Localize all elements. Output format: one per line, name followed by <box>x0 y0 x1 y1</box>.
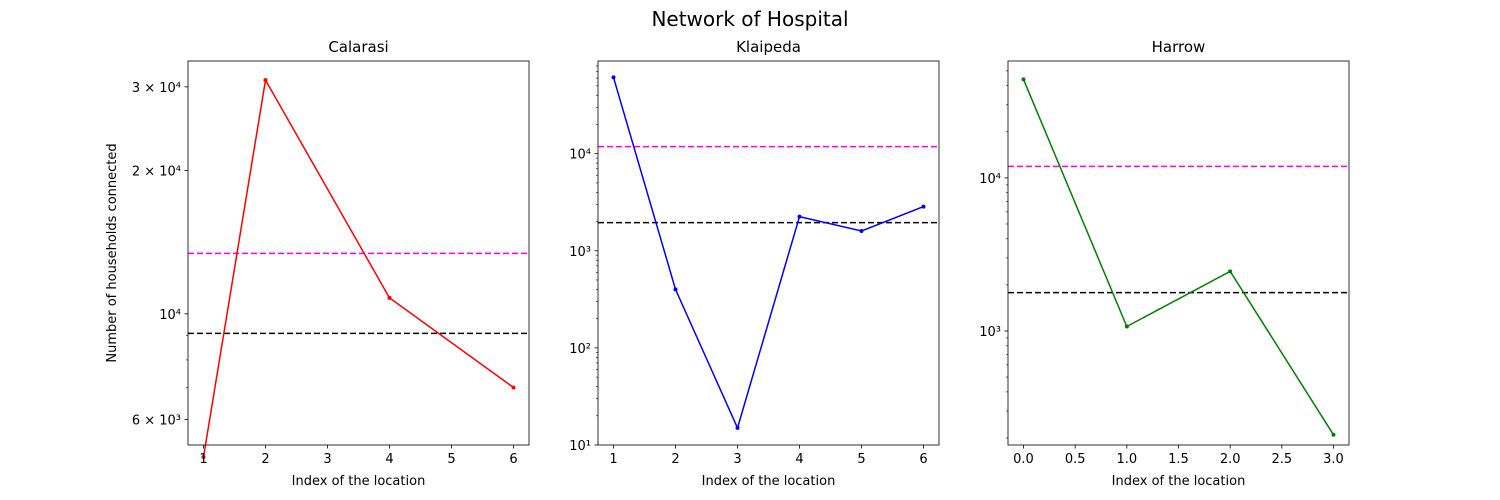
x-tick-label: 0.0 <box>1013 452 1034 467</box>
panel-2: 1 2 3 4 5 6 10¹ 10² 10³ 10⁴ Klaipeda Index of the l… <box>569 38 940 489</box>
data-point <box>673 287 678 292</box>
y-tick-label: 6 × 10³ <box>132 413 181 428</box>
y-tick-label: 10⁴ <box>979 172 1001 187</box>
x-axis-label: Index of the location <box>292 474 426 489</box>
y-tick-label: 10³ <box>979 325 1001 340</box>
y-tick-label: 10³ <box>569 245 591 260</box>
data-point <box>611 75 616 80</box>
data-point <box>1124 324 1129 329</box>
series-line <box>612 77 924 431</box>
x-tick-label: 4 <box>385 452 393 467</box>
data-point <box>921 204 926 209</box>
panels: 1 2 3 4 5 6 6 × 10³ 10⁴ 2 × 10⁴ 3 × 10⁴ Calarasi In… <box>105 38 1350 489</box>
y-tick-label: 10⁴ <box>159 308 181 323</box>
panel-title: Calarasi <box>328 38 388 56</box>
data-point <box>387 295 392 300</box>
series-line <box>202 77 514 458</box>
x-axis-label: Index of the location <box>702 474 836 489</box>
data-point <box>1331 432 1336 437</box>
panel-1: 1 2 3 4 5 6 6 × 10³ 10⁴ 2 × 10⁴ 3 × 10⁴ Calarasi In… <box>105 38 530 489</box>
x-tick-label: 6 <box>919 452 927 467</box>
x-tick-label: 3 <box>323 452 331 467</box>
axes-frame <box>1007 60 1350 446</box>
x-tick-label: 5 <box>447 452 455 467</box>
panel-title: Klaipeda <box>736 38 801 56</box>
axes-frame <box>597 60 940 446</box>
data-point <box>263 78 268 83</box>
x-tick-label: 5 <box>857 452 865 467</box>
x-tick-label: 0.5 <box>1065 452 1086 467</box>
figure-title: Network of Hospital <box>651 7 848 31</box>
series-line <box>1022 79 1335 436</box>
x-tick-label: 3 <box>733 452 741 467</box>
y-tick-label: 10¹ <box>569 439 591 454</box>
x-tick-label: 4 <box>795 452 803 467</box>
x-tick-label: 3.0 <box>1323 452 1344 467</box>
y-axis-label: Number of households connected <box>105 143 120 362</box>
axes-frame <box>187 60 530 446</box>
x-tick-label: 6 <box>509 452 517 467</box>
x-tick-label: 2 <box>261 452 269 467</box>
data-point <box>201 455 206 460</box>
y-tick-label: 3 × 10⁴ <box>132 81 181 96</box>
data-point <box>859 228 864 233</box>
data-point <box>735 425 740 430</box>
panel-title: Harrow <box>1152 38 1206 56</box>
x-tick-label: 1.0 <box>1116 452 1137 467</box>
data-point <box>1021 77 1026 82</box>
y-tick-label: 10⁴ <box>569 148 591 163</box>
x-tick-label: 2.5 <box>1271 452 1292 467</box>
x-axis-label: Index of the location <box>1112 474 1246 489</box>
x-tick-label: 1.5 <box>1168 452 1189 467</box>
y-tick-label: 10² <box>569 342 591 357</box>
x-tick-label: 1 <box>199 452 207 467</box>
x-tick-label: 2.0 <box>1220 452 1241 467</box>
data-point <box>1228 269 1233 274</box>
data-point <box>511 385 516 390</box>
y-tick-label: 2 × 10⁴ <box>132 165 181 180</box>
x-tick-label: 2 <box>671 452 679 467</box>
data-point <box>797 214 802 219</box>
x-tick-label: 1 <box>609 452 617 467</box>
panel-3: 0.0 0.5 1.0 1.5 2.0 2.5 3.0 10³ 10⁴ Harrow Index o… <box>979 38 1350 489</box>
